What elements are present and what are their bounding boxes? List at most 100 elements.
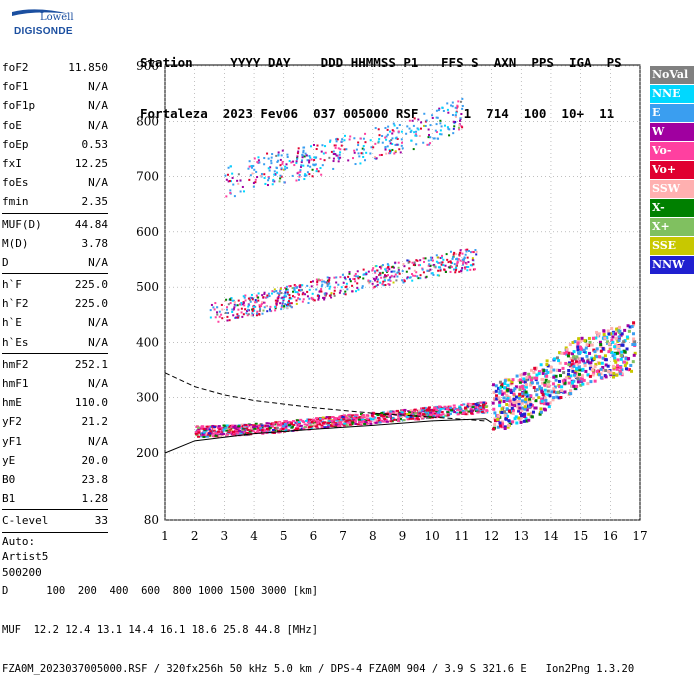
echo-mark — [448, 134, 451, 137]
echo-mark — [482, 401, 486, 404]
echo-mark — [246, 431, 250, 434]
echo-mark — [315, 419, 319, 422]
echo-mark — [317, 298, 320, 301]
echo-mark — [496, 417, 500, 421]
echo-mark — [624, 357, 628, 361]
param-value: N/A — [88, 316, 108, 330]
echo-mark — [263, 173, 266, 176]
echo-mark — [591, 373, 595, 377]
echo-mark — [246, 309, 249, 312]
echo-mark — [384, 268, 387, 271]
echo-mark — [520, 406, 524, 410]
echo-mark — [250, 429, 254, 432]
echo-mark — [377, 128, 380, 131]
param-value: N/A — [88, 335, 108, 349]
echo-mark — [455, 267, 458, 270]
echo-mark — [263, 291, 266, 294]
echo-mark — [264, 296, 267, 299]
echo-mark — [502, 410, 506, 414]
echo-mark — [428, 143, 431, 146]
echo-mark — [296, 157, 299, 160]
echo-mark — [305, 174, 308, 177]
echo-mark — [374, 279, 377, 282]
echo-mark — [266, 296, 269, 299]
echo-mark — [500, 425, 504, 429]
echo-mark — [439, 414, 443, 417]
echo-mark — [250, 164, 253, 167]
echo-mark — [532, 370, 536, 374]
echo-mark — [351, 157, 354, 160]
echo-mark — [472, 268, 475, 271]
echo-mark — [353, 414, 357, 417]
echo-mark — [227, 427, 231, 430]
echo-mark — [523, 407, 527, 411]
echo-mark — [403, 278, 406, 281]
param-value: N/A — [88, 176, 108, 190]
echo-mark — [424, 257, 427, 260]
echo-mark — [449, 260, 452, 263]
echo-mark — [584, 346, 588, 350]
echo-mark — [353, 278, 356, 281]
echo-mark — [439, 133, 442, 136]
echo-mark — [632, 321, 636, 325]
echo-mark — [557, 396, 561, 400]
echo-mark — [546, 380, 550, 384]
echo-mark — [513, 417, 517, 421]
echo-mark — [362, 277, 365, 280]
echo-mark — [288, 296, 291, 299]
echo-mark — [378, 265, 381, 268]
echo-mark — [523, 412, 527, 416]
legend-vo: Vo- — [650, 142, 694, 160]
echo-mark — [586, 373, 590, 377]
echo-mark — [331, 421, 335, 424]
echo-mark — [321, 144, 324, 147]
echo-mark — [342, 414, 346, 417]
echo-mark — [359, 137, 362, 140]
echo-mark — [532, 410, 536, 414]
echo-mark — [328, 276, 331, 279]
echo-mark — [202, 431, 206, 434]
echo-mark — [475, 250, 478, 253]
echo-mark — [470, 412, 474, 415]
echo-mark — [422, 413, 426, 416]
echo-mark — [524, 385, 528, 389]
echo-mark — [441, 413, 445, 416]
echo-mark — [374, 127, 377, 130]
echo-mark — [344, 134, 347, 137]
echo-mark — [289, 422, 293, 425]
echo-mark — [383, 279, 386, 282]
echo-mark — [271, 183, 274, 186]
auto-line: Auto: — [2, 534, 36, 548]
echo-mark — [396, 417, 400, 420]
echo-mark — [273, 426, 277, 429]
echo-mark — [431, 116, 434, 119]
echo-mark — [378, 274, 381, 277]
echo-mark — [218, 428, 222, 431]
echo-mark — [394, 411, 398, 414]
echo-mark — [338, 415, 342, 418]
echo-mark — [572, 355, 576, 359]
echo-mark — [365, 414, 369, 417]
echo-mark — [613, 345, 617, 349]
echo-mark — [459, 117, 462, 120]
echo-mark — [461, 97, 464, 100]
echo-mark — [296, 426, 300, 429]
echo-mark — [287, 429, 291, 432]
echo-mark — [229, 298, 232, 301]
echo-mark — [341, 138, 344, 141]
echo-mark — [354, 280, 357, 283]
echo-mark — [248, 430, 252, 433]
echo-mark — [309, 280, 312, 283]
echo-mark — [436, 256, 439, 259]
echo-mark — [225, 429, 229, 432]
echo-mark — [530, 415, 534, 419]
echo-mark — [384, 418, 388, 421]
echo-mark — [357, 141, 360, 144]
echo-mark — [219, 433, 223, 436]
echo-mark — [373, 156, 376, 159]
echo-mark — [286, 156, 289, 159]
y-tick-label: 500 — [136, 280, 159, 294]
echo-mark — [421, 416, 425, 419]
echo-mark — [599, 345, 603, 349]
echo-mark — [382, 280, 385, 283]
